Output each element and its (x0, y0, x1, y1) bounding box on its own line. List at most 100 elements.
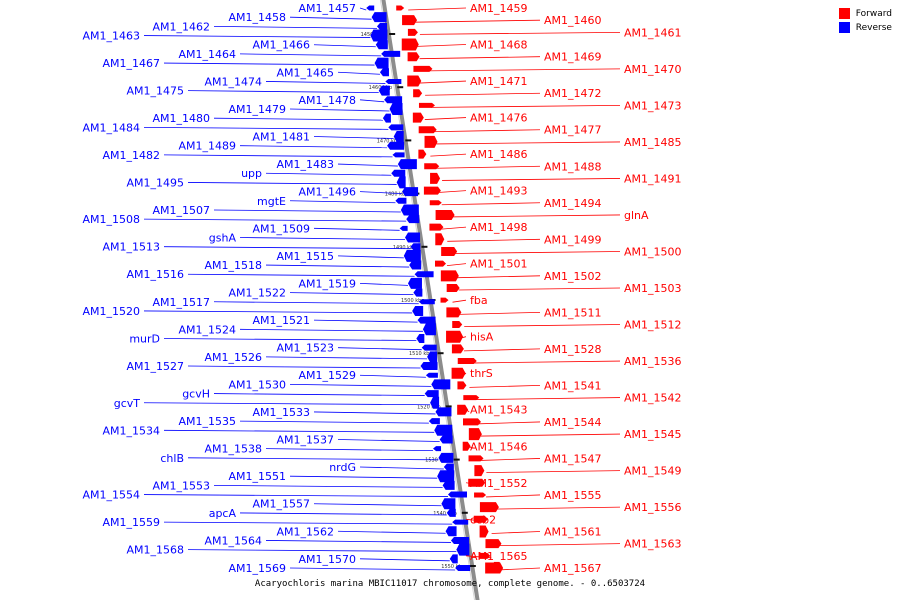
tick-label: 1500 kbp (401, 298, 425, 304)
gene-label: AM1_1517 (152, 296, 210, 309)
leader-line (187, 182, 397, 185)
leader-line (464, 324, 621, 327)
gene-label: AM1_1478 (298, 94, 356, 107)
gene-label: AM1_1511 (544, 306, 602, 319)
leader-line (491, 531, 541, 534)
leader-line (265, 172, 392, 176)
leader-line (187, 90, 379, 94)
gene-arrow (443, 463, 454, 471)
gene-label: AM1_1559 (102, 516, 160, 529)
leader-line (313, 44, 376, 48)
leader-line (435, 190, 467, 194)
gene-label: AM1_1515 (276, 250, 334, 263)
leader-line (480, 458, 541, 461)
gene-label: AM1_1488 (544, 160, 602, 173)
gene-arrow (429, 223, 444, 231)
gene-label: AM1_1498 (470, 221, 528, 234)
gene-label: AM1_1474 (204, 75, 262, 88)
gene-label: AM1_1501 (470, 258, 528, 271)
gene-label: AM1_1502 (544, 270, 602, 283)
leader-line (337, 347, 422, 351)
gene-label: AM1_1543 (470, 404, 528, 417)
legend-reverse-label: Reverse (855, 22, 892, 33)
gene-arrow (414, 271, 434, 278)
legend-forward: Forward (838, 8, 892, 19)
leader-line (265, 540, 451, 543)
gene-label: AM1_1467 (102, 57, 160, 70)
gene-arrow (445, 526, 457, 537)
tick-mark (389, 33, 396, 35)
leader-line (425, 68, 621, 72)
gene-arrow (435, 233, 445, 246)
gene-arrow (382, 113, 391, 123)
gene-label: AM1_1469 (544, 51, 602, 64)
gene-arrow (452, 519, 469, 525)
gene-arrow (375, 40, 388, 50)
gene-arrow (422, 323, 436, 336)
gene-arrow (462, 441, 471, 451)
gene-label: AM1_1534 (102, 424, 160, 437)
gene-arrow (442, 480, 455, 490)
leader-line (430, 129, 541, 133)
gene-label: AM1_1524 (178, 323, 236, 336)
gene-arrow (418, 126, 437, 134)
gene-arrow (446, 284, 460, 292)
gene-label: AM1_1466 (252, 39, 310, 52)
gene-arrow (391, 169, 406, 177)
tick-mark (421, 245, 428, 248)
gene-label: AM1_1462 (152, 20, 210, 33)
gene-arrow (371, 12, 387, 23)
gene-label: AM1_1486 (470, 148, 528, 161)
leader-line (163, 521, 453, 525)
leader-line (265, 81, 386, 84)
gene-arrow (387, 141, 405, 150)
gene-label: AM1_1557 (252, 498, 310, 511)
leader-line (475, 397, 621, 400)
gene-arrow (479, 552, 491, 559)
gene-label: AM1_1509 (252, 222, 310, 235)
tick-mark (453, 458, 460, 461)
leader-line (163, 154, 393, 158)
leader-line (458, 287, 621, 291)
gene-label: AM1_1473 (624, 99, 682, 112)
gene-label: AM1_1479 (228, 103, 286, 116)
leader-line (213, 117, 383, 121)
gene-arrow (412, 305, 424, 316)
gene-label: AM1_1544 (544, 416, 602, 429)
gene-label: AM1_1569 (228, 562, 286, 575)
leader-line (187, 549, 457, 553)
gene-label: AM1_1495 (126, 176, 184, 189)
leader-line (313, 503, 442, 507)
leader-line (313, 136, 394, 139)
leader-line (239, 145, 388, 149)
gene-label: AM1_1500 (624, 245, 682, 258)
gene-label: AM1_1483 (276, 158, 334, 171)
leader-line (359, 558, 450, 562)
leader-line (313, 411, 436, 415)
tick-mark (397, 86, 404, 89)
gene-label: AM1_1551 (228, 470, 286, 483)
gene-arrow (446, 307, 462, 318)
gene-arrow (407, 52, 420, 62)
gene-label: AM1_1568 (126, 544, 184, 557)
leader-line (143, 126, 389, 130)
gene-label: AM1_1562 (276, 525, 334, 538)
gene-label: AM1_1554 (82, 489, 140, 502)
gene-label: AM1_1470 (624, 63, 682, 76)
leader-line (491, 506, 621, 510)
gene-arrow (431, 379, 451, 390)
gene-arrow (397, 159, 417, 170)
leader-line (187, 365, 421, 369)
gene-arrow (424, 390, 439, 398)
leader-line (213, 209, 401, 213)
leader-line (265, 448, 434, 452)
gene-arrow (457, 358, 477, 365)
gene-arrow (406, 215, 420, 224)
gene-arrow (393, 131, 404, 143)
gene-arrow (462, 418, 481, 426)
gene-arrow (450, 536, 469, 544)
leader-line (486, 470, 621, 474)
gene-arrow (421, 344, 437, 351)
tick-label: 1530 kbp (425, 458, 449, 464)
